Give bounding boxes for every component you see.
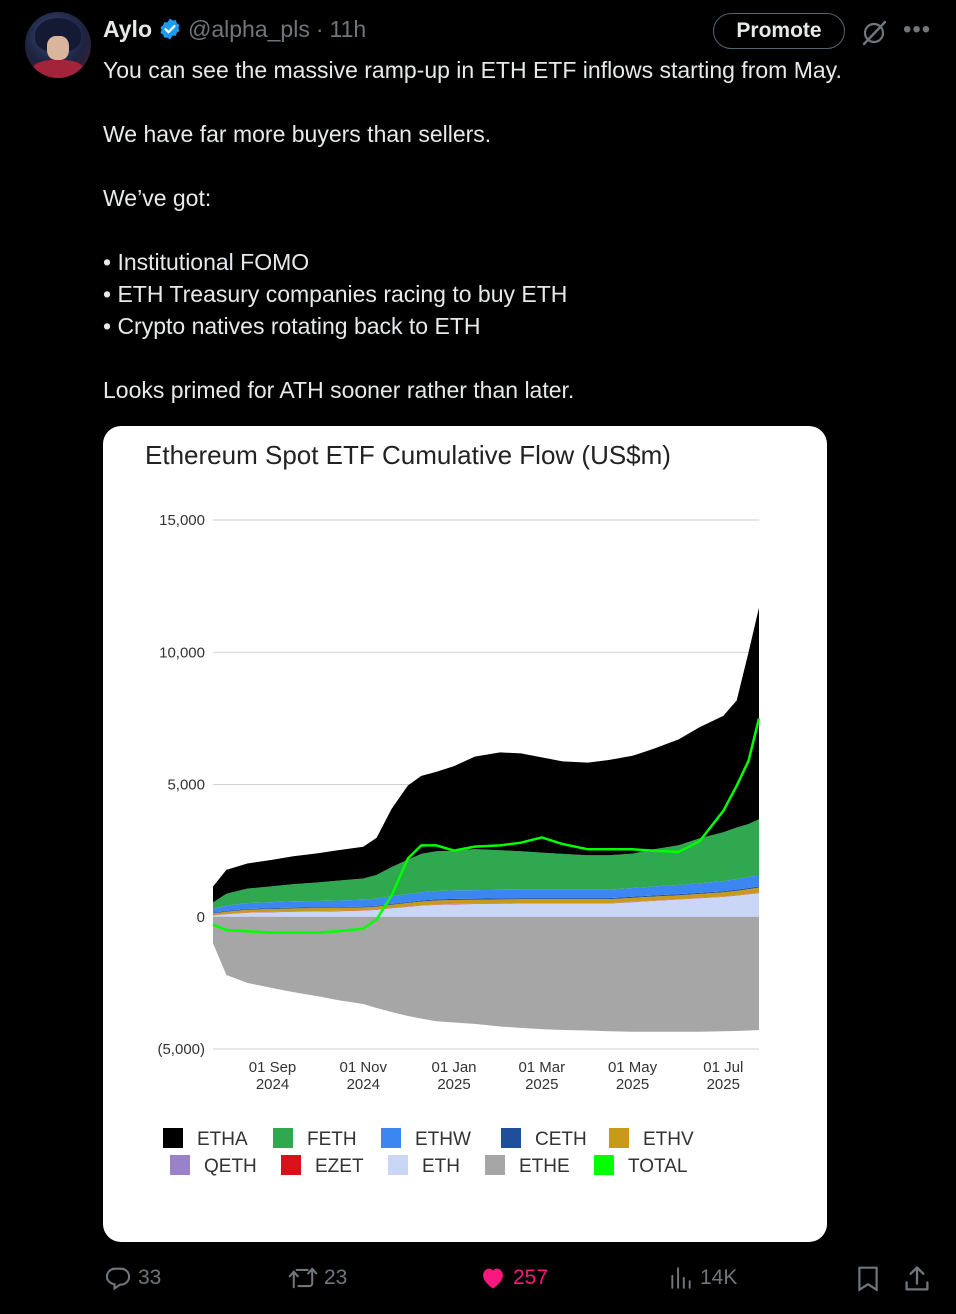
reply-count: 33 (138, 1266, 162, 1289)
legend-label: ETHW (415, 1129, 471, 1150)
x-tick-label: 2025 (437, 1076, 470, 1093)
tweet-line: We have far more buyers than sellers. (103, 121, 492, 147)
legend-swatch-ethw (381, 1128, 401, 1148)
tweet-header: Aylo @alpha_pls · 11h (103, 14, 366, 44)
legend-label: ETH (422, 1156, 460, 1177)
y-tick-label: (5,000) (157, 1041, 205, 1058)
like-count: 257 (513, 1266, 549, 1289)
legend-swatch-feth (273, 1128, 293, 1148)
tweet-line: We’ve got: (103, 185, 212, 211)
tweet-line (103, 342, 923, 374)
views-icon (671, 1267, 691, 1289)
tweet-line (103, 214, 923, 246)
area-etha (213, 607, 759, 903)
x-tick-label: 01 May (608, 1059, 658, 1076)
y-tick-label: 0 (197, 909, 205, 926)
avatar-scarf (33, 60, 83, 78)
reply-button[interactable]: 33 (104, 1264, 161, 1292)
repost-button[interactable]: 23 (288, 1264, 347, 1292)
x-tick-label: 01 Nov (339, 1059, 387, 1076)
area-ethv (213, 887, 759, 916)
avatar[interactable] (25, 12, 91, 78)
verified-badge-icon (160, 18, 180, 40)
x-tick-label: 01 Jan (431, 1059, 476, 1076)
legend-label: ETHA (197, 1129, 248, 1150)
legend-label: ETHV (643, 1129, 694, 1150)
y-tick-label: 15,000 (159, 512, 205, 529)
repost-count: 23 (324, 1266, 348, 1289)
legend-swatch-qeth (170, 1155, 190, 1175)
x-tick-label: 2025 (616, 1076, 649, 1093)
legend-label: FETH (307, 1129, 357, 1150)
tweet-line: • ETH Treasury companies racing to buy E… (103, 281, 568, 307)
like-icon (483, 1268, 503, 1289)
x-tick-label: 2025 (707, 1076, 740, 1093)
tweet-text: You can see the massive ramp-up in ETH E… (103, 54, 923, 406)
legend-swatch-total (594, 1155, 614, 1175)
x-tick-label: 2025 (525, 1076, 558, 1093)
grok-icon[interactable] (860, 19, 888, 47)
legend-swatch-ethv (609, 1128, 629, 1148)
legend-label: QETH (204, 1156, 257, 1177)
legend-swatch-ethe (485, 1155, 505, 1175)
area-ethe (213, 916, 759, 1032)
x-tick-label: 01 Jul (703, 1059, 743, 1076)
repost-icon (288, 1267, 318, 1289)
x-tick-label: 2024 (256, 1076, 289, 1093)
legend-swatch-eth (388, 1155, 408, 1175)
share-icon[interactable] (903, 1264, 931, 1294)
tweet-line: You can see the massive ramp-up in ETH E… (103, 57, 842, 83)
legend-swatch-etha (163, 1128, 183, 1148)
views-count: 14K (700, 1266, 738, 1289)
avatar-face (47, 36, 69, 60)
views-button[interactable]: 14K (668, 1264, 737, 1292)
line-total (212, 718, 761, 934)
y-tick-label: 10,000 (159, 644, 205, 661)
area-feth (213, 819, 759, 909)
chart-title: Ethereum Spot ETF Cumulative Flow (US$m) (145, 440, 671, 470)
post-time[interactable]: 11h (329, 15, 367, 42)
bookmark-icon[interactable] (856, 1265, 880, 1293)
more-icon[interactable]: ••• (903, 16, 932, 43)
like-button[interactable]: 257 (479, 1264, 548, 1292)
legend-swatch-ezet (281, 1155, 301, 1175)
x-tick-label: 01 Sep (249, 1059, 297, 1076)
tweet-line: Looks primed for ATH sooner rather than … (103, 377, 575, 403)
legend-label: TOTAL (628, 1156, 687, 1177)
reply-icon (105, 1267, 131, 1291)
legend-label: CETH (535, 1129, 587, 1150)
tweet-line (103, 150, 923, 182)
chart-card[interactable]: Ethereum Spot ETF Cumulative Flow (US$m)… (103, 426, 827, 1242)
separator-dot: · (315, 15, 324, 42)
promote-button[interactable]: Promote (713, 13, 845, 49)
x-tick-label: 2024 (347, 1076, 380, 1093)
engagement-bar: 33 23 257 14K (0, 1262, 956, 1296)
area-ethw (213, 874, 759, 913)
area-eth (213, 892, 759, 917)
tweet-line (103, 86, 923, 118)
x-tick-label: 01 Mar (518, 1059, 565, 1076)
legend-label: EZET (315, 1156, 364, 1177)
tweet-line: • Crypto natives rotating back to ETH (103, 313, 481, 339)
tweet-line: • Institutional FOMO (103, 249, 310, 275)
legend-label: ETHE (519, 1156, 570, 1177)
y-tick-label: 5,000 (167, 777, 205, 794)
legend-swatch-ceth (501, 1128, 521, 1148)
author-handle[interactable]: @alpha_pls (188, 15, 310, 42)
author-name[interactable]: Aylo (103, 15, 152, 42)
